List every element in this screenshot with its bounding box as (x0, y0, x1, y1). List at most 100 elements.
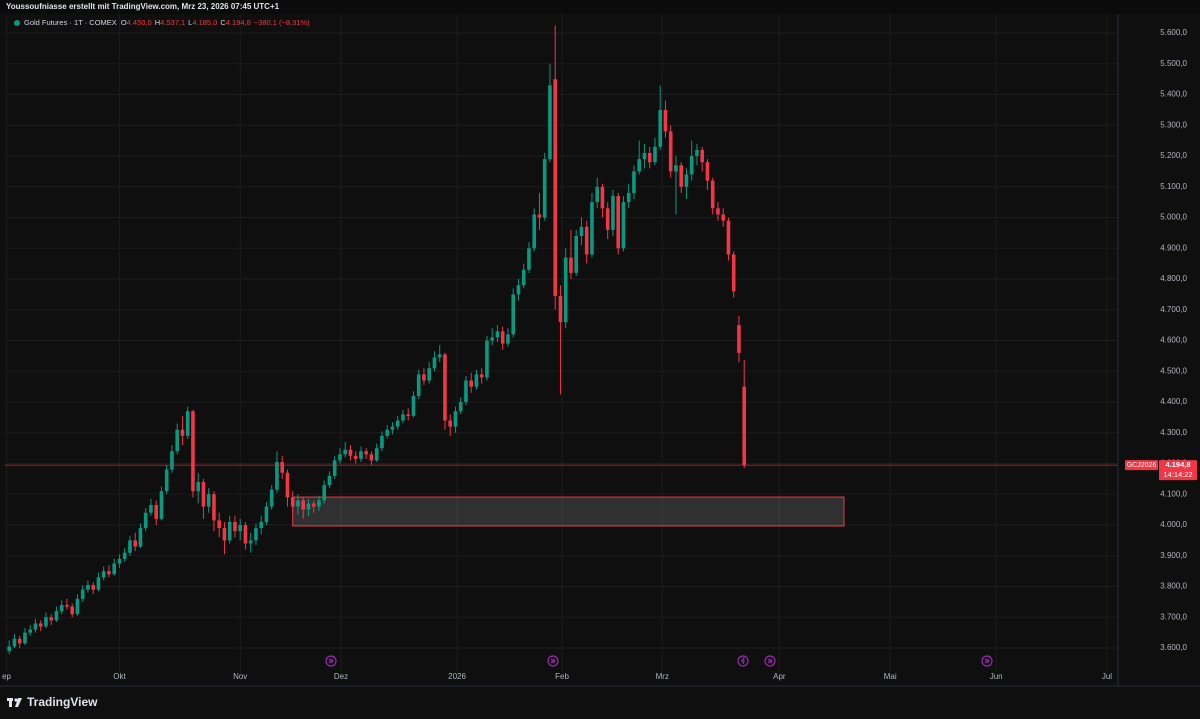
x-tick-label: Jul (1102, 672, 1112, 681)
candle-body (653, 146, 657, 163)
candle-body (285, 472, 290, 498)
candle-body (647, 152, 652, 163)
y-tick-label: 3.700,0 (1160, 612, 1187, 621)
candle-body (75, 598, 80, 615)
candle-body (7, 646, 11, 652)
event-glyph (328, 657, 990, 665)
candle-body (385, 429, 389, 436)
y-tick-label: 5.600,0 (1160, 28, 1187, 37)
candle-body (521, 269, 526, 286)
price-tag-label: 4.194,8 (1165, 460, 1190, 469)
candle-body (259, 521, 263, 529)
candle-body (605, 208, 610, 230)
candle-body (180, 429, 185, 436)
y-tick-label: 4.000,0 (1160, 520, 1187, 529)
candle-body (243, 525, 248, 544)
legend-symbol: Gold Futures · 1T · COMEX (24, 18, 117, 27)
candle-body (296, 500, 300, 507)
y-tick-label: 4.300,0 (1160, 428, 1187, 437)
candle-body (133, 540, 137, 547)
event-icon[interactable] (737, 655, 749, 667)
zone (292, 496, 845, 527)
candle-body (537, 214, 542, 218)
candle-body (616, 196, 620, 249)
y-tick-label: 4.400,0 (1160, 397, 1187, 406)
status-dot (14, 20, 20, 26)
candle-body (479, 374, 484, 378)
y-tick-label: 3.900,0 (1160, 551, 1187, 560)
event-icon[interactable] (325, 655, 337, 667)
candle-body (411, 395, 416, 416)
y-tick-label: 5.400,0 (1160, 90, 1187, 99)
candle-body (254, 528, 258, 541)
candle-body (49, 617, 53, 621)
legend-value: 4.194,8 (226, 18, 251, 27)
candle-body (96, 577, 101, 590)
candle-body (500, 331, 505, 344)
legend-value: 4.185,0 (192, 18, 217, 27)
candle-body (327, 475, 332, 486)
y-tick-label: 4.100,0 (1160, 489, 1187, 498)
candle-body (343, 449, 347, 455)
candle-body (185, 411, 190, 436)
candle-body (506, 334, 510, 344)
candle-body (91, 584, 95, 590)
event-icon[interactable] (764, 655, 776, 667)
candle-body (306, 503, 311, 510)
candle-body (112, 563, 116, 575)
candle-body (201, 481, 206, 507)
candle-body (80, 589, 85, 599)
candle-body (322, 485, 326, 501)
y-tick-label: 4.800,0 (1160, 274, 1187, 283)
candle-body (269, 489, 274, 507)
candle-body (33, 623, 38, 630)
legend-key: L (188, 18, 192, 27)
candle-body (28, 629, 32, 633)
candle-body (70, 606, 74, 615)
candle-body (301, 500, 305, 510)
x-tick-label: Dez (334, 672, 348, 681)
candle-body (574, 235, 578, 273)
x-tick-label: Feb (555, 672, 569, 681)
candle-body (490, 337, 494, 341)
candle-body (611, 196, 615, 230)
candle-body (700, 149, 704, 163)
candle-body (511, 294, 515, 335)
candle-body (595, 186, 599, 203)
candle-body (642, 152, 647, 160)
candle-body (175, 429, 179, 452)
candle-body (248, 540, 253, 544)
candle-body (716, 208, 720, 215)
legend-key: O (121, 18, 127, 27)
candle-body (464, 380, 468, 403)
event-icon[interactable] (981, 655, 993, 667)
candle-body (495, 331, 500, 338)
y-tick-label: 5.300,0 (1160, 120, 1187, 129)
candle-body (532, 214, 536, 249)
y-tick-label: 4.700,0 (1160, 305, 1187, 314)
candle-body (737, 325, 741, 353)
x-tick-label: Mai (884, 672, 897, 681)
candle-body (17, 638, 22, 644)
candle-body (563, 257, 568, 323)
candle-body (432, 357, 437, 369)
event-icon[interactable] (547, 655, 559, 667)
y-tick-label: 4.500,0 (1160, 366, 1187, 375)
candle-body (12, 638, 17, 647)
candle-body (164, 469, 169, 492)
candle-body (443, 354, 447, 421)
candle-body (427, 368, 431, 381)
candle-body (516, 285, 521, 295)
candle-body (695, 149, 699, 157)
countdown-label: 14:14:22 (1163, 470, 1192, 479)
legend-change: −380,1 (−8,31%) (254, 18, 310, 27)
candle-body (353, 455, 358, 459)
logo (7, 698, 22, 707)
candle-body (632, 171, 636, 193)
candle-body (317, 500, 321, 507)
candle-body (238, 525, 242, 532)
candle-body (107, 571, 111, 575)
y-tick-label: 4.900,0 (1160, 243, 1187, 252)
